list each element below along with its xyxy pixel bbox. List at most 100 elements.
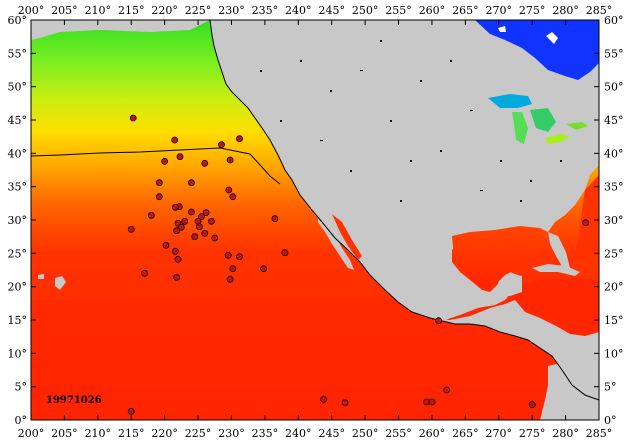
caribbean-sea: [510, 278, 599, 330]
lat-label-right: 45°: [604, 114, 624, 127]
lon-label-bottom: 215°: [118, 427, 145, 440]
lon-label-top: 235°: [252, 4, 279, 17]
lake-huron: [530, 108, 556, 132]
lon-label-bottom: 200°: [18, 427, 45, 440]
lake-superior: [488, 94, 532, 108]
lon-label-bottom: 225°: [185, 427, 212, 440]
lon-label-top: 210°: [85, 4, 112, 17]
buoy-point: [141, 269, 149, 277]
lat-label-right: 50°: [604, 81, 624, 94]
lon-label-top: 205°: [51, 4, 78, 17]
lat-label-right: 55°: [604, 47, 624, 60]
lat-label-left: 0°: [15, 414, 28, 427]
buoy-point: [208, 217, 215, 225]
lon-label-bottom: 270°: [486, 427, 513, 440]
land-texture-specks: [260, 40, 562, 202]
lon-labels-bottom: 200° 205° 210° 215° 220° 225° 230° 235° 240° 245°…: [18, 427, 613, 440]
buoy-point: [176, 153, 184, 161]
buoy-point: [187, 179, 195, 187]
lat-label-right: 35°: [604, 181, 624, 194]
buoy-point: [201, 229, 209, 237]
buoy-point: [197, 213, 205, 221]
buoy-point: [224, 251, 232, 259]
lon-label-bottom: 245°: [318, 427, 345, 440]
buoy-point: [173, 227, 181, 235]
gulf-of-california: [332, 214, 362, 260]
buoy-point: [226, 275, 234, 283]
buoy-point: [127, 407, 135, 415]
lat-label-left: 40°: [8, 147, 28, 160]
lat-label-left: 50°: [8, 81, 28, 94]
buoy-point: [161, 157, 169, 165]
lon-label-top: 215°: [118, 4, 145, 17]
buoy-point: [229, 265, 237, 273]
lon-label-bottom: 285°: [586, 427, 613, 440]
south-america-land: [540, 360, 599, 420]
hawaii-island-small: [38, 274, 44, 279]
buoy-point: [162, 241, 170, 249]
buoy-point: [187, 208, 195, 216]
lon-label-top: 255°: [385, 4, 412, 17]
lon-label-bottom: 205°: [51, 427, 78, 440]
buoy-point: [218, 141, 225, 149]
lon-labels-top: 200° 205° 210° 215° 220° 225° 230° 235° 240° 245°…: [18, 4, 613, 17]
lon-label-top: 260°: [419, 4, 446, 17]
lake-erie: [545, 134, 570, 144]
lat-label-right: 15°: [604, 314, 624, 327]
buoy-point: [171, 203, 179, 211]
buoy-point: [225, 186, 233, 194]
buoy-point: [341, 399, 349, 407]
lon-label-top: 220°: [151, 4, 178, 17]
lat-label-left: 60°: [8, 14, 28, 27]
lon-label-bottom: 255°: [385, 427, 412, 440]
isotherm-line: [31, 147, 281, 185]
yucatan-peninsula: [498, 274, 522, 296]
lat-label-left: 5°: [15, 381, 28, 394]
buoy-point: [181, 217, 189, 225]
lon-label-top: 265°: [452, 4, 479, 17]
date-stamp: 19971026: [46, 395, 102, 406]
lat-label-right: 20°: [604, 281, 624, 294]
coastline-outline: [209, 20, 599, 401]
buoy-point: [171, 247, 179, 255]
lon-label-top: 250°: [352, 4, 379, 17]
buoy-point: [202, 209, 210, 217]
lat-label-left: 10°: [8, 347, 28, 360]
hawaii-islands: [55, 276, 66, 290]
lat-label-right: 40°: [604, 147, 624, 160]
lat-label-right: 5°: [604, 381, 617, 394]
axis-ticks: [30, 19, 600, 421]
buoy-point: [236, 135, 243, 143]
buoy-point: [428, 398, 436, 406]
lat-labels-right: 60° 55° 50° 45° 40° 35° 30° 25° 20° 15° 10° 5° 0°: [604, 14, 624, 427]
lat-label-left: 30°: [8, 214, 28, 227]
buoy-point: [155, 179, 163, 187]
buoy-point: [271, 215, 279, 223]
buoy-point: [201, 159, 209, 167]
buoy-point: [260, 265, 267, 273]
hudson-bay-ice-small: [498, 26, 506, 32]
lat-label-right: 10°: [604, 347, 624, 360]
lat-label-left: 20°: [8, 281, 28, 294]
lon-label-bottom: 235°: [252, 427, 279, 440]
buoy-point: [173, 273, 181, 281]
alaska-coast: [31, 20, 210, 40]
buoy-point: [155, 193, 163, 201]
florida-peninsula: [548, 232, 570, 270]
baja-california: [318, 212, 354, 270]
buoy-point: [191, 233, 199, 241]
lon-label-top: 280°: [552, 4, 579, 17]
lon-label-bottom: 265°: [452, 427, 479, 440]
buoy-point: [443, 386, 451, 394]
lat-label-right: 30°: [604, 214, 624, 227]
lat-label-right: 60°: [604, 14, 624, 27]
lon-label-top: 230°: [218, 4, 245, 17]
buoy-point: [320, 395, 328, 403]
north-america-land: [210, 20, 599, 320]
lon-label-bottom: 220°: [151, 427, 178, 440]
buoy-point: [127, 225, 135, 233]
lon-label-top: 225°: [185, 4, 212, 17]
lon-label-top: 245°: [318, 4, 345, 17]
cuba-island: [532, 264, 580, 276]
lat-label-right: 0°: [604, 414, 617, 427]
